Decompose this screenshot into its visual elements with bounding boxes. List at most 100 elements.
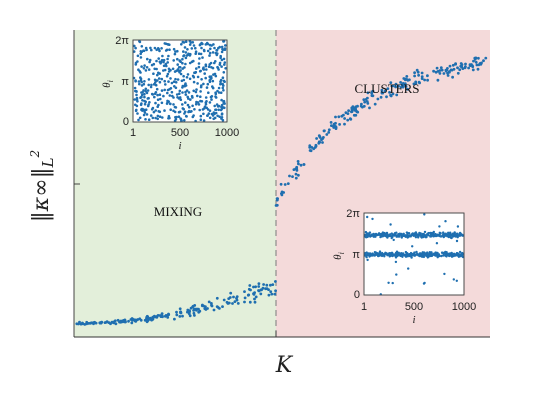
data-point: [451, 232, 454, 236]
data-point: [159, 97, 162, 101]
data-point: [365, 100, 369, 103]
data-point: [243, 290, 246, 293]
data-point: [220, 45, 224, 49]
data-point: [394, 251, 398, 255]
data-point: [372, 232, 375, 236]
data-point: [270, 292, 274, 296]
data-point: [161, 54, 164, 58]
data-point: [392, 238, 395, 242]
data-point: [439, 66, 443, 70]
data-point: [403, 82, 407, 86]
data-point: [450, 251, 453, 255]
data-point: [183, 119, 186, 122]
data-point: [179, 311, 182, 315]
data-point: [457, 252, 460, 255]
data-point: [423, 78, 426, 82]
data-point: [89, 321, 93, 325]
data-point: [192, 311, 196, 315]
data-point: [275, 198, 279, 202]
data-point: [381, 231, 385, 234]
data-point: [210, 98, 213, 101]
data-point: [140, 95, 143, 99]
data-point: [439, 235, 443, 238]
data-point: [346, 112, 350, 115]
data-point: [142, 113, 146, 117]
data-point: [253, 300, 257, 304]
data-point: [136, 60, 139, 63]
data-point: [166, 91, 169, 95]
data-point: [442, 72, 446, 75]
data-point: [397, 84, 400, 88]
data-point: [139, 52, 142, 56]
data-point: [127, 319, 130, 323]
data-point: [210, 44, 213, 47]
y-axis-label: ‖κ∞‖L2: [28, 150, 57, 222]
data-point: [418, 231, 421, 235]
clusters-label: CLUSTERS: [354, 81, 419, 96]
data-point: [81, 321, 84, 325]
data-point: [136, 100, 139, 103]
data-point: [208, 109, 212, 112]
data-point: [181, 84, 185, 88]
data-point: [157, 57, 160, 60]
data-point: [391, 92, 395, 96]
data-point: [315, 137, 318, 140]
data-point: [409, 252, 413, 255]
data-point: [184, 84, 188, 87]
data-point: [431, 232, 434, 235]
data-point: [179, 117, 182, 120]
data-point: [177, 66, 181, 69]
data-point: [209, 61, 213, 65]
data-point: [202, 112, 205, 116]
data-point: [139, 103, 143, 107]
data-point: [188, 314, 192, 318]
data-point: [133, 44, 136, 48]
data-point: [188, 309, 191, 312]
data-point: [153, 67, 156, 71]
data-point: [176, 78, 180, 81]
data-point: [138, 70, 141, 73]
data-point: [144, 100, 147, 104]
data-point: [223, 106, 226, 110]
data-point: [170, 90, 174, 94]
data-point: [330, 124, 333, 127]
data-point: [405, 75, 409, 78]
data-point: [165, 74, 169, 78]
data-point: [349, 117, 353, 121]
data-point: [338, 123, 341, 126]
data-point: [155, 67, 158, 71]
data-point: [396, 234, 399, 238]
data-point: [404, 250, 408, 254]
data-point: [184, 56, 188, 60]
data-point: [194, 102, 198, 106]
inset-clusters-ylabel-base: θ: [332, 254, 344, 260]
data-point: [185, 54, 189, 57]
data-point: [447, 233, 451, 236]
data-point: [222, 89, 225, 92]
data-point: [411, 245, 414, 248]
data-point: [163, 79, 166, 83]
data-point: [107, 321, 111, 324]
data-point: [222, 99, 226, 103]
data-point: [139, 77, 143, 81]
data-point: [196, 75, 200, 79]
data-point: [221, 305, 224, 308]
data-point: [87, 322, 90, 325]
data-point: [172, 103, 175, 106]
data-point: [184, 51, 188, 54]
data-point: [171, 94, 174, 98]
data-point: [130, 321, 134, 325]
data-point: [137, 80, 141, 83]
data-point: [337, 115, 341, 119]
data-point: [136, 112, 139, 115]
data-point: [204, 102, 208, 106]
data-point: [446, 74, 450, 77]
data-point: [421, 234, 424, 237]
data-point: [199, 52, 203, 56]
data-point: [196, 94, 199, 98]
data-point: [340, 114, 344, 118]
data-point: [172, 47, 176, 51]
data-point: [176, 63, 179, 66]
data-point: [93, 321, 96, 325]
data-point: [267, 293, 271, 297]
